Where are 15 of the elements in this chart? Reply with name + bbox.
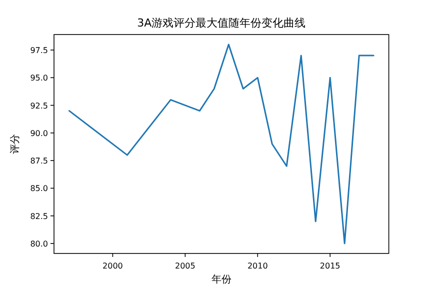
chart-title: 3A游戏评分最大值随年份变化曲线: [137, 16, 306, 30]
y-tick-label: 82.5: [30, 212, 48, 221]
y-tick-label: 95.0: [30, 74, 48, 83]
y-tick-label: 92.5: [30, 101, 48, 110]
x-axis-title: 年份: [211, 273, 232, 286]
y-tick-label: 80.0: [30, 239, 48, 248]
x-tick-label: 2010: [247, 261, 268, 270]
x-tick-label: 2015: [320, 261, 340, 270]
y-tick-label: 97.5: [30, 46, 48, 56]
y-tick-label: 87.5: [30, 156, 48, 166]
x-tick-label: 2000: [102, 261, 123, 270]
y-tick-label: 85.0: [30, 184, 48, 194]
y-tick-label: 90.0: [30, 128, 48, 138]
x-tick-label: 2005: [174, 261, 196, 270]
y-axis-title: 评分: [9, 134, 21, 154]
